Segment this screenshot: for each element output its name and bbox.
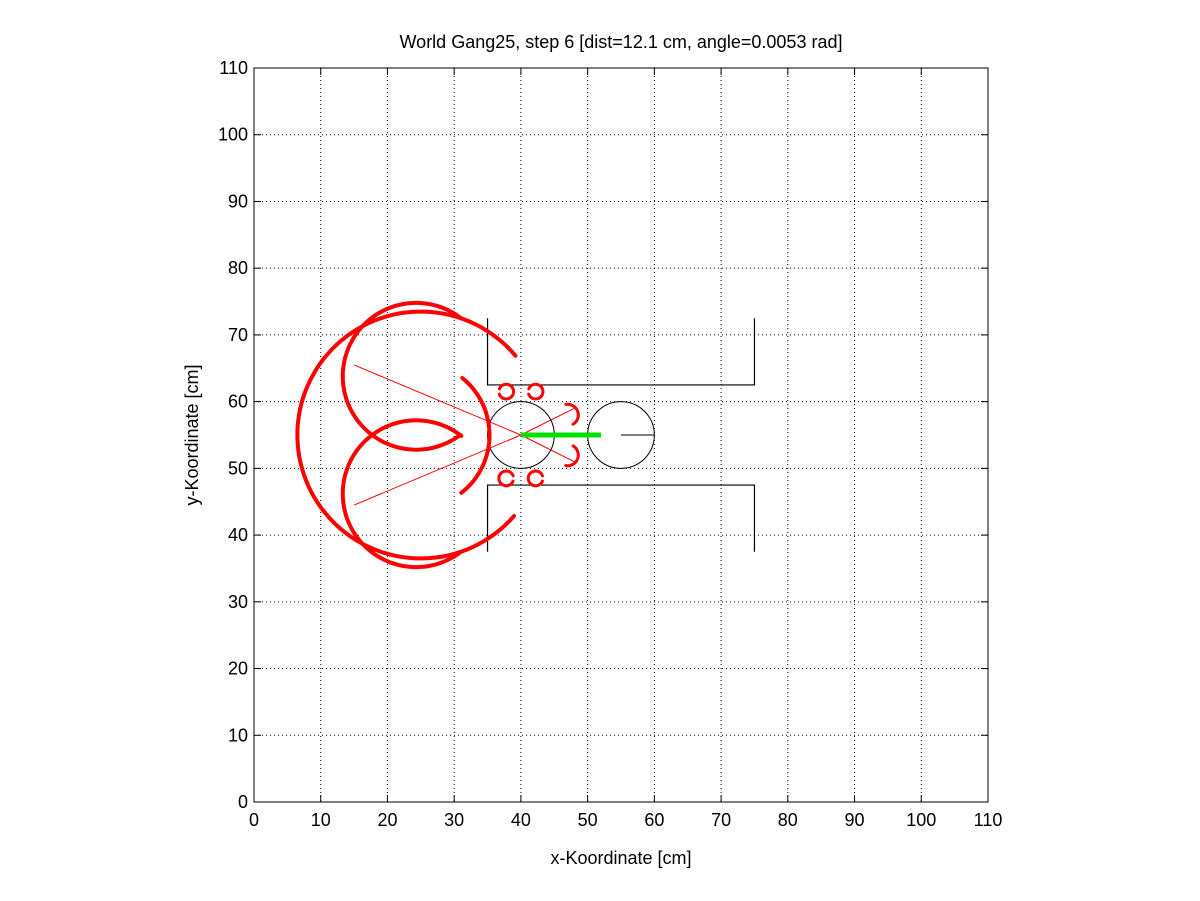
y-axis-label: y-Koordinate [cm] bbox=[182, 364, 202, 505]
data-layer bbox=[295, 300, 756, 570]
x-tick-label: 10 bbox=[311, 810, 331, 830]
wall bbox=[486, 318, 756, 386]
axis-ticks: 0 10 20 30 40 50 60 70 80 90 100 110 0 10 20 30 40 50 60 70… bbox=[218, 58, 1002, 830]
y-tick-label: 90 bbox=[228, 191, 248, 211]
y-tick-label: 30 bbox=[228, 592, 248, 612]
x-tick-label: 50 bbox=[578, 810, 598, 830]
y-tick-label: 100 bbox=[218, 125, 248, 145]
y-tick-label: 20 bbox=[228, 659, 248, 679]
x-tick-label: 20 bbox=[377, 810, 397, 830]
sensor-arc bbox=[460, 376, 492, 437]
x-tick-label: 30 bbox=[444, 810, 464, 830]
sensor-ray bbox=[520, 407, 575, 436]
sensor-ray bbox=[353, 364, 522, 436]
x-tick-label: 0 bbox=[249, 810, 259, 830]
sensor-arc bbox=[527, 382, 545, 401]
y-tick-label: 80 bbox=[228, 258, 248, 278]
y-tick-label: 60 bbox=[228, 392, 248, 412]
y-tick-label: 0 bbox=[238, 792, 248, 812]
sensor-arc bbox=[497, 469, 515, 488]
sensor-ray bbox=[353, 434, 522, 506]
sensor-arc bbox=[340, 300, 464, 452]
sensor-arc bbox=[340, 418, 464, 570]
x-tick-label: 80 bbox=[778, 810, 798, 830]
wall bbox=[486, 484, 756, 552]
y-tick-label: 40 bbox=[228, 525, 248, 545]
y-tick-label: 70 bbox=[228, 325, 248, 345]
sensor-arc bbox=[459, 434, 492, 495]
chart-title: World Gang25, step 6 [dist=12.1 cm, angl… bbox=[400, 32, 843, 52]
axes-box bbox=[253, 67, 989, 803]
x-tick-label: 110 bbox=[974, 810, 1003, 830]
x-axis-label: x-Koordinate [cm] bbox=[550, 848, 691, 868]
sensor-arc bbox=[497, 382, 516, 401]
x-tick-label: 40 bbox=[511, 810, 531, 830]
y-tick-label: 10 bbox=[228, 725, 248, 745]
x-tick-label: 90 bbox=[845, 810, 865, 830]
sensor-arc bbox=[564, 444, 580, 468]
y-tick-label: 110 bbox=[219, 58, 248, 78]
sensor-arc bbox=[295, 309, 518, 561]
sensor-arc bbox=[526, 469, 544, 488]
x-tick-label: 70 bbox=[711, 810, 731, 830]
x-tick-label: 60 bbox=[644, 810, 664, 830]
sensor-ray bbox=[520, 434, 575, 463]
x-tick-label: 100 bbox=[906, 810, 936, 830]
y-tick-label: 50 bbox=[228, 458, 248, 478]
sensor-arc bbox=[564, 402, 580, 426]
